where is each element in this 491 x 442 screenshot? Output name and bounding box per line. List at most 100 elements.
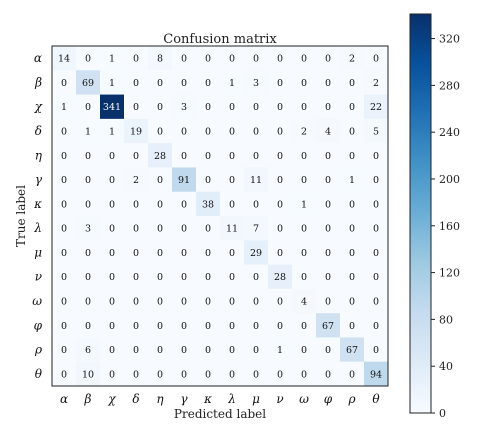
heatmap-cell <box>364 118 389 144</box>
heatmap-cell <box>316 288 341 314</box>
heatmap-cell <box>316 118 341 144</box>
cell-value: 0 <box>181 78 187 89</box>
cell-value: 67 <box>322 321 334 332</box>
heatmap-cell <box>100 191 125 217</box>
heatmap-cell <box>340 70 365 95</box>
y-tick-label: ρ <box>34 343 42 357</box>
heatmap-cell <box>268 216 293 241</box>
cell-value: 0 <box>229 297 235 308</box>
heatmap-cell <box>316 167 341 193</box>
cell-value: 11 <box>226 224 238 235</box>
cell-value: 0 <box>109 248 115 259</box>
cell-value: 0 <box>277 224 283 235</box>
heatmap-cell <box>244 46 269 71</box>
heatmap-cell <box>196 70 221 95</box>
cell-value: 0 <box>277 151 283 162</box>
x-tick-label: φ <box>324 392 333 406</box>
heatmap-cell <box>52 94 77 120</box>
heatmap-cell <box>292 70 317 95</box>
heatmap-cell <box>316 264 341 290</box>
heatmap-cell <box>364 361 389 387</box>
cell-value: 0 <box>229 102 235 113</box>
cell-value: 28 <box>154 151 166 162</box>
heatmap-cell <box>124 143 149 168</box>
x-tick-label: κ <box>203 392 212 406</box>
cell-value: 0 <box>277 54 283 65</box>
heatmap-cell <box>148 240 173 265</box>
x-tick-label: λ <box>227 392 236 406</box>
cell-value: 0 <box>157 321 163 332</box>
cell-value: 1 <box>85 127 91 138</box>
cell-value: 0 <box>85 54 91 65</box>
cell-value: 0 <box>157 127 163 138</box>
heatmap-cell <box>148 143 173 168</box>
heatmap-cell <box>220 70 245 95</box>
heatmap-cell <box>220 167 245 193</box>
heatmap-cell <box>220 94 245 120</box>
cell-value: 0 <box>181 199 187 210</box>
heatmap-cell <box>100 361 125 387</box>
cell-value: 0 <box>157 297 163 308</box>
heatmap-cell <box>172 143 197 168</box>
cell-value: 1 <box>109 54 115 65</box>
heatmap-cell <box>124 191 149 217</box>
y-tick-label: μ <box>34 245 42 259</box>
colorbar-tick-label: 80 <box>439 313 453 326</box>
heatmap-cell <box>364 191 389 217</box>
heatmap-cell <box>268 288 293 314</box>
cell-value: 0 <box>229 272 235 283</box>
x-tick-label: θ <box>372 392 380 406</box>
cell-value: 0 <box>133 248 139 259</box>
heatmap-cell <box>124 313 149 338</box>
cell-value: 0 <box>61 272 67 283</box>
cell-value: 3 <box>253 78 259 89</box>
cell-value: 0 <box>349 272 355 283</box>
cell-value: 1 <box>277 345 283 356</box>
cell-value: 0 <box>325 224 331 235</box>
heatmap-cell <box>172 337 197 363</box>
cell-value: 2 <box>349 54 355 65</box>
cell-value: 0 <box>157 102 163 113</box>
heatmap-cell <box>364 216 389 241</box>
cell-value: 0 <box>277 199 283 210</box>
heatmap-cell <box>124 288 149 314</box>
heatmap-cell <box>172 94 197 120</box>
heatmap-cell <box>340 94 365 120</box>
cell-value: 0 <box>61 151 67 162</box>
cell-value: 0 <box>253 127 259 138</box>
heatmap-cell <box>100 167 125 193</box>
heatmap-cell <box>172 70 197 95</box>
cell-value: 0 <box>373 54 379 65</box>
heatmap-cell <box>316 216 341 241</box>
heatmap-cell <box>100 118 125 144</box>
heatmap-cell <box>268 313 293 338</box>
heatmap-cell <box>292 264 317 290</box>
heatmap-cell <box>52 361 77 387</box>
heatmap-cell <box>364 240 389 265</box>
cell-value: 1 <box>109 127 115 138</box>
heatmap-cell <box>340 191 365 217</box>
cell-value: 0 <box>109 224 115 235</box>
cell-value: 0 <box>109 175 115 186</box>
cell-value: 0 <box>61 127 67 138</box>
cell-value: 0 <box>133 321 139 332</box>
heatmap-cell <box>268 143 293 168</box>
heatmap-cell <box>124 216 149 241</box>
heatmap-cell <box>52 240 77 265</box>
cell-value: 0 <box>301 54 307 65</box>
cell-value: 0 <box>109 199 115 210</box>
heatmap-cells: 14 0 1 0 8 0 0 0 0 0 0 0 2 00 69 1 0 0 0 0 1 3 0 0 0 0 21 0 341 0 0 3 0 0… <box>52 46 389 387</box>
heatmap-cell <box>76 70 101 95</box>
heatmap-cell <box>268 94 293 120</box>
heatmap-cell <box>340 313 365 338</box>
cell-value: 0 <box>277 248 283 259</box>
cell-value: 0 <box>205 321 211 332</box>
heatmap-cell <box>244 264 269 290</box>
heatmap-cell <box>316 143 341 168</box>
cell-value: 0 <box>181 54 187 65</box>
heatmap-cell <box>316 191 341 217</box>
heatmap-cell <box>316 337 341 363</box>
cell-value: 0 <box>157 369 163 380</box>
heatmap-cell <box>220 264 245 290</box>
cell-value: 0 <box>157 248 163 259</box>
